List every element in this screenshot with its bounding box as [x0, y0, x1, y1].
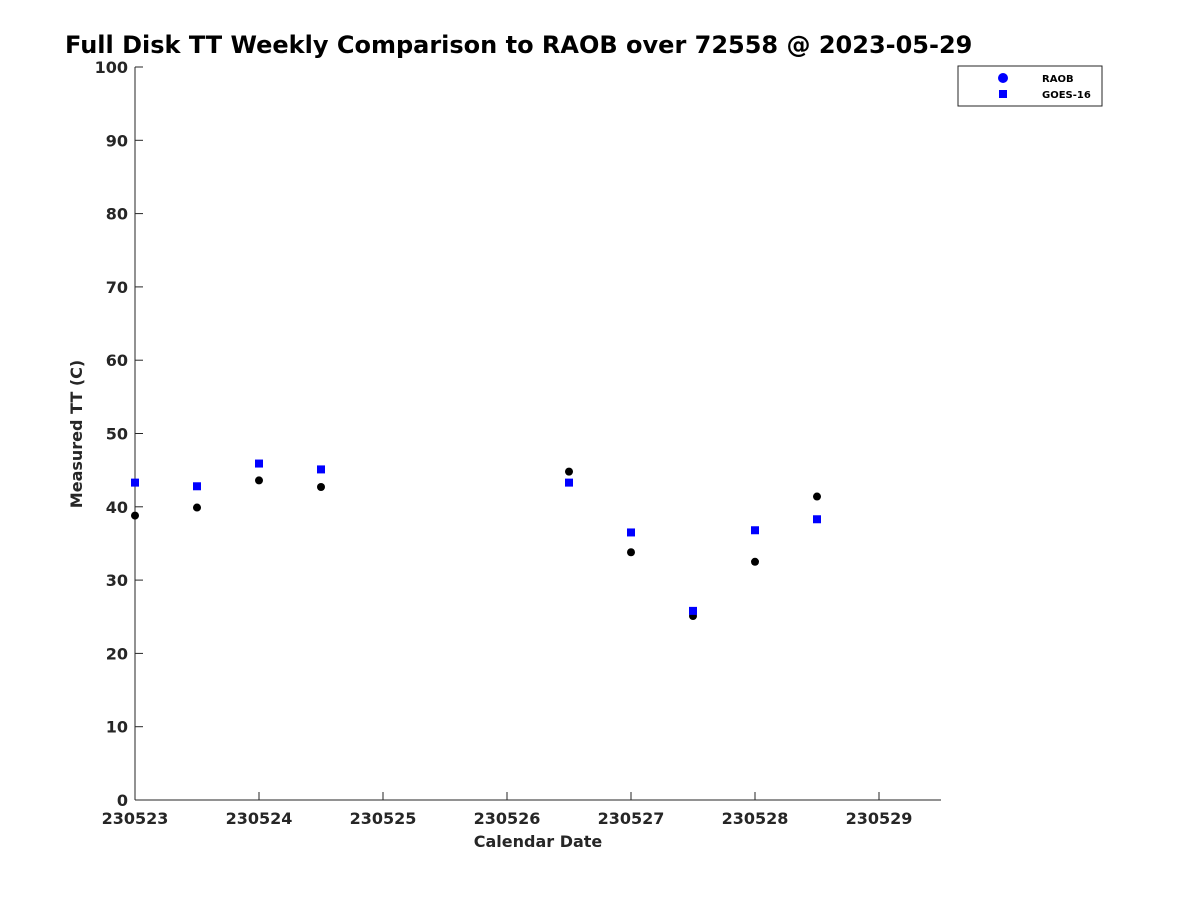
y-tick-label: 100	[95, 58, 128, 77]
x-tick-label: 230528	[722, 809, 789, 828]
goes-16-point	[317, 465, 325, 474]
x-tick-label: 230523	[102, 809, 169, 828]
raob-point	[317, 483, 325, 492]
raob-point	[131, 511, 139, 520]
x-axis-label: Calendar Date	[474, 832, 603, 851]
y-tick-label: 20	[106, 644, 128, 663]
x-tick-label: 230529	[846, 809, 913, 828]
data-marks	[131, 459, 821, 621]
raob-point	[193, 503, 201, 512]
goes-16-point	[193, 482, 201, 491]
y-tick-label: 90	[106, 131, 128, 150]
y-axis-label: Measured TT (C)	[67, 360, 86, 508]
raob-point	[255, 476, 263, 485]
chart-title: Full Disk TT Weekly Comparison to RAOB o…	[65, 31, 972, 59]
goes-16-point	[565, 478, 573, 487]
raob-point	[751, 557, 759, 566]
goes-16-point	[751, 526, 759, 535]
x-tick-label: 230525	[350, 809, 417, 828]
raob-point	[627, 548, 635, 557]
y-tick-label: 30	[106, 571, 128, 590]
y-tick-label: 10	[106, 718, 128, 737]
x-tick-label: 230527	[598, 809, 665, 828]
y-tick-label: 0	[117, 791, 128, 810]
legend: RAOB GOES-16	[957, 65, 1103, 107]
y-tick-label: 70	[106, 278, 128, 297]
legend-label-goes-16: GOES-16	[1042, 90, 1091, 101]
y-tick-label: 80	[106, 205, 128, 224]
legend-marker-goes-16	[999, 90, 1007, 98]
y-tick-label: 60	[106, 351, 128, 370]
y-tick-label: 50	[106, 425, 128, 444]
x-tick-label: 230524	[226, 809, 293, 828]
goes-16-point	[627, 528, 635, 537]
legend-marker-raob	[998, 73, 1008, 83]
axes: 0 10 20 30 40 50 60 70 80 90 100 230523 230524 230525…	[95, 58, 941, 828]
legend-label-raob: RAOB	[1042, 74, 1074, 85]
goes-16-point	[689, 606, 697, 615]
legend-box	[957, 65, 1103, 107]
goes-16-point	[255, 459, 263, 468]
y-tick-label: 40	[106, 498, 128, 517]
raob-point	[565, 467, 573, 476]
x-tick-label: 230526	[474, 809, 541, 828]
goes-16-point	[131, 478, 139, 487]
raob-point	[813, 492, 821, 501]
goes-16-point	[813, 515, 821, 524]
